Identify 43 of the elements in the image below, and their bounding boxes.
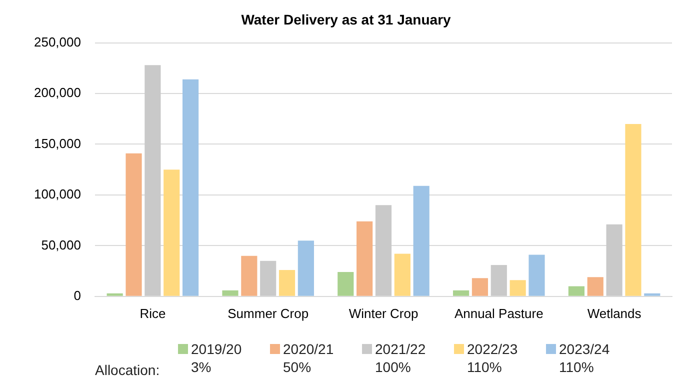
bar	[126, 153, 142, 296]
bar	[472, 278, 488, 296]
bar	[490, 264, 507, 296]
bar	[298, 240, 314, 296]
bar	[222, 290, 238, 296]
y-tick-label: 150,000	[34, 136, 81, 151]
bar	[182, 79, 199, 296]
bar	[453, 290, 470, 296]
legend-label: 2020/21 50%	[283, 340, 334, 376]
legend-label: 2021/22 100%	[375, 340, 426, 376]
chart-title: Water Delivery as at 31 January	[241, 11, 452, 28]
bar	[606, 224, 622, 296]
bar	[260, 260, 276, 296]
x-tick-label: Annual Pasture	[454, 306, 544, 321]
legend-label: 2019/20 3%	[191, 340, 242, 376]
bar	[568, 286, 584, 296]
x-tick-label: Rice	[140, 306, 166, 321]
bar	[528, 254, 545, 296]
bar	[144, 65, 161, 296]
bar	[625, 124, 642, 296]
y-tick-label: 200,000	[34, 85, 81, 100]
bar	[106, 293, 123, 296]
bar	[413, 186, 430, 296]
bar	[510, 280, 526, 296]
y-tick-label: 0	[74, 288, 81, 303]
y-tick-label: 100,000	[34, 186, 81, 202]
bar	[338, 272, 354, 296]
bar	[587, 277, 604, 296]
x-tick-label: Summer Crop	[228, 306, 309, 321]
y-tick-label: 250,000	[34, 34, 81, 50]
bar	[241, 256, 258, 296]
legend-label: 2022/23 110%	[467, 340, 518, 376]
bar	[356, 221, 373, 296]
y-tick-label: 50,000	[41, 237, 81, 252]
bar	[375, 205, 392, 296]
bar	[644, 293, 660, 296]
x-tick-label: Winter Crop	[348, 306, 418, 321]
bar	[394, 254, 410, 296]
legend-label: 2023/24 110%	[559, 340, 610, 376]
x-tick-label: Wetlands	[587, 306, 642, 321]
legend-title: Allocation:	[95, 362, 160, 378]
bar	[278, 270, 296, 296]
bar	[164, 170, 180, 296]
